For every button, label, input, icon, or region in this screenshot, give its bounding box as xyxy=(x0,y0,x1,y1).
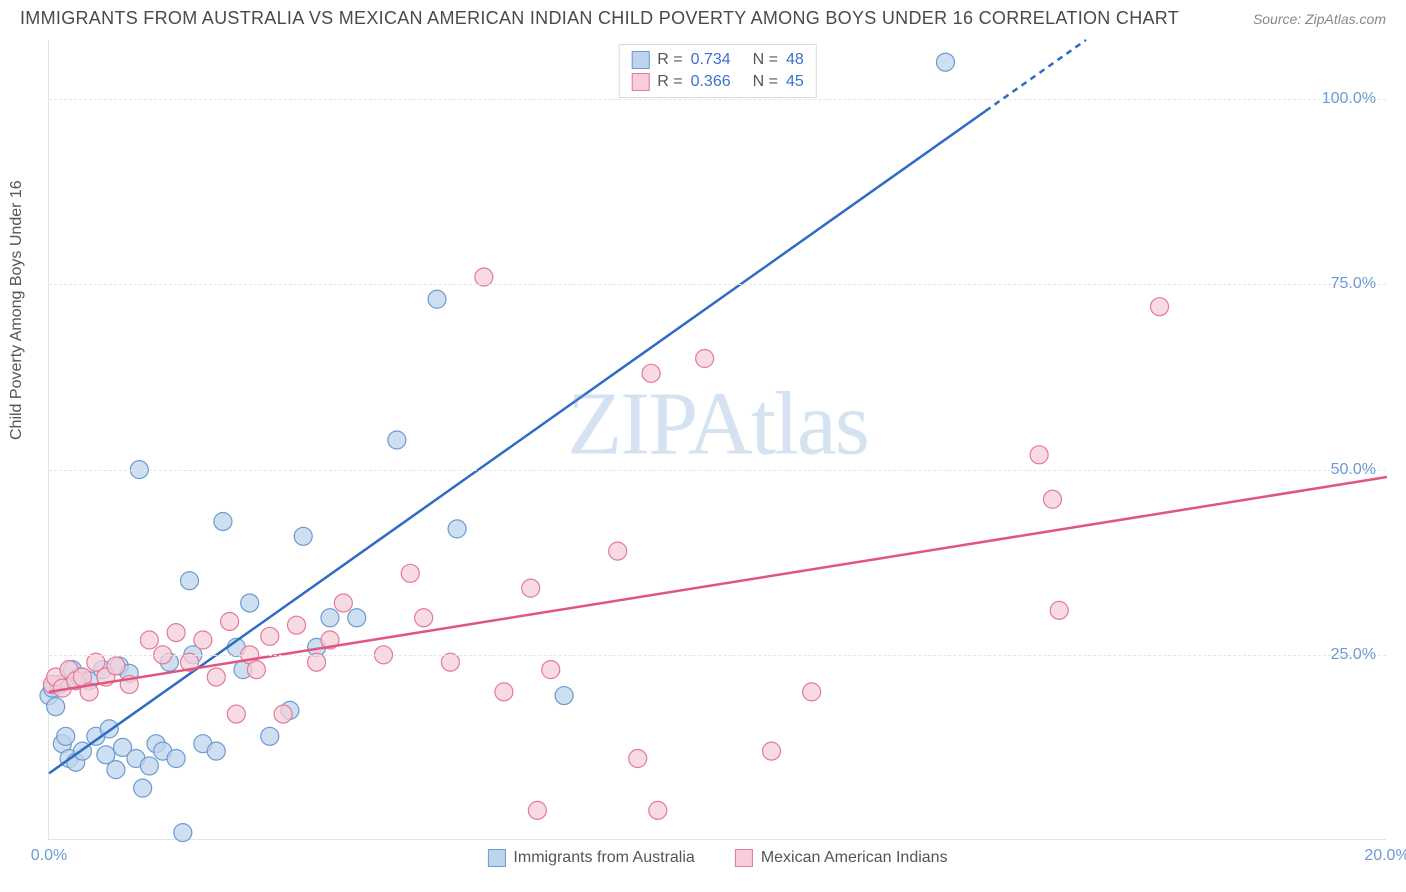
data-point xyxy=(441,653,459,671)
data-point xyxy=(214,512,232,530)
data-point xyxy=(495,683,513,701)
data-point xyxy=(803,683,821,701)
data-point xyxy=(274,705,292,723)
legend-swatch-icon xyxy=(631,51,649,69)
legend-r-label: R = xyxy=(657,51,682,69)
data-point xyxy=(47,698,65,716)
data-point xyxy=(334,594,352,612)
data-point xyxy=(428,290,446,308)
data-point xyxy=(107,761,125,779)
legend-correlation-row: R = 0.366 N = 45 xyxy=(631,71,804,93)
data-point xyxy=(194,631,212,649)
legend-correlation-row: R = 0.734 N = 48 xyxy=(631,49,804,71)
legend-n-label: N = xyxy=(753,51,778,69)
data-point xyxy=(642,364,660,382)
data-point xyxy=(207,668,225,686)
data-point xyxy=(167,624,185,642)
chart-area: R =0.734N =48R =0.366N =45 ZIPAtlas Immi… xyxy=(48,40,1386,840)
data-point xyxy=(107,657,125,675)
data-point xyxy=(348,609,366,627)
data-point xyxy=(609,542,627,560)
data-point xyxy=(167,750,185,768)
data-point xyxy=(415,609,433,627)
data-point xyxy=(555,687,573,705)
data-point xyxy=(247,661,265,679)
data-point xyxy=(528,801,546,819)
data-point xyxy=(221,612,239,630)
data-point xyxy=(542,661,560,679)
data-point xyxy=(1044,490,1062,508)
data-point xyxy=(448,520,466,538)
legend-swatch-icon xyxy=(487,849,505,867)
data-point xyxy=(696,350,714,368)
data-point xyxy=(401,564,419,582)
data-point xyxy=(763,742,781,760)
legend-n-label: N = xyxy=(753,73,778,91)
data-point xyxy=(1050,601,1068,619)
legend-series-item: Immigrants from Australia xyxy=(487,849,694,867)
gridline xyxy=(49,99,1386,100)
y-axis-label: Child Poverty Among Boys Under 16 xyxy=(8,180,26,440)
header: IMMIGRANTS FROM AUSTRALIA VS MEXICAN AME… xyxy=(0,0,1406,33)
data-point xyxy=(261,727,279,745)
data-point xyxy=(241,594,259,612)
legend-series: Immigrants from Australia Mexican America… xyxy=(487,849,947,867)
data-point xyxy=(140,757,158,775)
chart-title: IMMIGRANTS FROM AUSTRALIA VS MEXICAN AME… xyxy=(20,8,1179,29)
data-point xyxy=(294,527,312,545)
data-point xyxy=(174,824,192,842)
data-point xyxy=(180,572,198,590)
legend-correlation-box: R = 0.734 N = 48 R = 0.366 N = 45 xyxy=(618,44,817,98)
gridline xyxy=(49,655,1386,656)
data-point xyxy=(308,653,326,671)
scatter-plot-svg xyxy=(49,40,1386,839)
data-point xyxy=(629,750,647,768)
regression-line xyxy=(49,477,1387,692)
regression-line xyxy=(49,111,986,773)
data-point xyxy=(475,268,493,286)
gridline xyxy=(49,284,1386,285)
data-point xyxy=(227,705,245,723)
source-label: Source: ZipAtlas.com xyxy=(1253,11,1386,27)
gridline xyxy=(49,470,1386,471)
legend-series-label: Immigrants from Australia xyxy=(513,849,694,867)
legend-r-value: 0.734 xyxy=(691,51,731,69)
data-point xyxy=(140,631,158,649)
data-point xyxy=(1151,298,1169,316)
data-point xyxy=(134,779,152,797)
legend-r-label: R = xyxy=(657,73,682,91)
regression-line-dashed xyxy=(986,40,1086,111)
x-tick-label: 20.0% xyxy=(1364,847,1406,865)
data-point xyxy=(57,727,75,745)
data-point xyxy=(388,431,406,449)
legend-r-value: 0.366 xyxy=(691,73,731,91)
legend-n-value: 48 xyxy=(786,51,804,69)
y-tick-label: 100.0% xyxy=(1322,90,1376,108)
data-point xyxy=(522,579,540,597)
legend-n-value: 45 xyxy=(786,73,804,91)
legend-swatch-icon xyxy=(631,73,649,91)
y-tick-label: 50.0% xyxy=(1331,461,1376,479)
data-point xyxy=(288,616,306,634)
x-tick-label: 0.0% xyxy=(31,847,67,865)
data-point xyxy=(261,627,279,645)
data-point xyxy=(649,801,667,819)
legend-series-item: Mexican American Indians xyxy=(735,849,948,867)
y-tick-label: 75.0% xyxy=(1331,275,1376,293)
data-point xyxy=(936,53,954,71)
y-tick-label: 25.0% xyxy=(1331,646,1376,664)
data-point xyxy=(207,742,225,760)
data-point xyxy=(1030,446,1048,464)
legend-swatch-icon xyxy=(735,849,753,867)
legend-series-label: Mexican American Indians xyxy=(761,849,948,867)
data-point xyxy=(321,609,339,627)
